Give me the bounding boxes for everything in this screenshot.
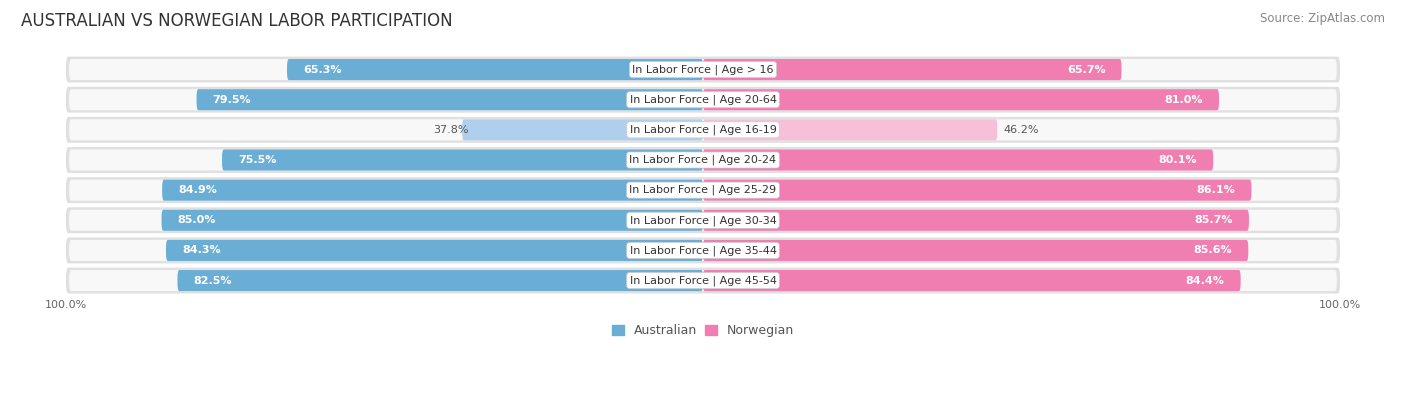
Text: 80.1%: 80.1% xyxy=(1159,155,1198,165)
Legend: Australian, Norwegian: Australian, Norwegian xyxy=(606,320,800,342)
FancyBboxPatch shape xyxy=(703,149,1213,171)
FancyBboxPatch shape xyxy=(69,240,1337,261)
Text: 65.7%: 65.7% xyxy=(1067,64,1105,75)
FancyBboxPatch shape xyxy=(703,270,1240,291)
FancyBboxPatch shape xyxy=(166,240,703,261)
FancyBboxPatch shape xyxy=(463,119,703,140)
FancyBboxPatch shape xyxy=(66,267,1340,293)
Text: 85.7%: 85.7% xyxy=(1195,215,1233,225)
FancyBboxPatch shape xyxy=(69,210,1337,231)
FancyBboxPatch shape xyxy=(66,207,1340,233)
Text: 84.4%: 84.4% xyxy=(1185,276,1225,286)
FancyBboxPatch shape xyxy=(703,180,1251,201)
FancyBboxPatch shape xyxy=(69,59,1337,80)
FancyBboxPatch shape xyxy=(703,210,1249,231)
Text: In Labor Force | Age 45-54: In Labor Force | Age 45-54 xyxy=(630,275,776,286)
Text: In Labor Force | Age 25-29: In Labor Force | Age 25-29 xyxy=(630,185,776,196)
FancyBboxPatch shape xyxy=(162,180,703,201)
Text: 46.2%: 46.2% xyxy=(1004,125,1039,135)
FancyBboxPatch shape xyxy=(69,149,1337,171)
FancyBboxPatch shape xyxy=(66,177,1340,203)
FancyBboxPatch shape xyxy=(66,87,1340,113)
Text: Source: ZipAtlas.com: Source: ZipAtlas.com xyxy=(1260,12,1385,25)
Text: In Labor Force | Age 20-24: In Labor Force | Age 20-24 xyxy=(630,155,776,165)
Text: 86.1%: 86.1% xyxy=(1197,185,1236,195)
Text: 75.5%: 75.5% xyxy=(238,155,277,165)
FancyBboxPatch shape xyxy=(69,89,1337,110)
FancyBboxPatch shape xyxy=(197,89,703,110)
FancyBboxPatch shape xyxy=(69,180,1337,201)
FancyBboxPatch shape xyxy=(162,210,703,231)
Text: 81.0%: 81.0% xyxy=(1164,95,1204,105)
Text: 82.5%: 82.5% xyxy=(194,276,232,286)
Text: In Labor Force | Age 16-19: In Labor Force | Age 16-19 xyxy=(630,124,776,135)
FancyBboxPatch shape xyxy=(177,270,703,291)
FancyBboxPatch shape xyxy=(69,119,1337,140)
FancyBboxPatch shape xyxy=(66,56,1340,83)
FancyBboxPatch shape xyxy=(703,119,997,140)
Text: 84.9%: 84.9% xyxy=(179,185,217,195)
Text: In Labor Force | Age > 16: In Labor Force | Age > 16 xyxy=(633,64,773,75)
FancyBboxPatch shape xyxy=(66,147,1340,173)
FancyBboxPatch shape xyxy=(66,237,1340,263)
FancyBboxPatch shape xyxy=(66,117,1340,143)
FancyBboxPatch shape xyxy=(287,59,703,80)
Text: 37.8%: 37.8% xyxy=(433,125,468,135)
Text: In Labor Force | Age 35-44: In Labor Force | Age 35-44 xyxy=(630,245,776,256)
FancyBboxPatch shape xyxy=(703,59,1122,80)
Text: AUSTRALIAN VS NORWEGIAN LABOR PARTICIPATION: AUSTRALIAN VS NORWEGIAN LABOR PARTICIPAT… xyxy=(21,12,453,30)
FancyBboxPatch shape xyxy=(703,89,1219,110)
Text: In Labor Force | Age 30-34: In Labor Force | Age 30-34 xyxy=(630,215,776,226)
Text: In Labor Force | Age 20-64: In Labor Force | Age 20-64 xyxy=(630,94,776,105)
Text: 65.3%: 65.3% xyxy=(302,64,342,75)
FancyBboxPatch shape xyxy=(69,270,1337,291)
Text: 85.6%: 85.6% xyxy=(1194,245,1233,256)
FancyBboxPatch shape xyxy=(222,149,703,171)
Text: 85.0%: 85.0% xyxy=(177,215,215,225)
Text: 84.3%: 84.3% xyxy=(181,245,221,256)
FancyBboxPatch shape xyxy=(703,240,1249,261)
Text: 79.5%: 79.5% xyxy=(212,95,252,105)
